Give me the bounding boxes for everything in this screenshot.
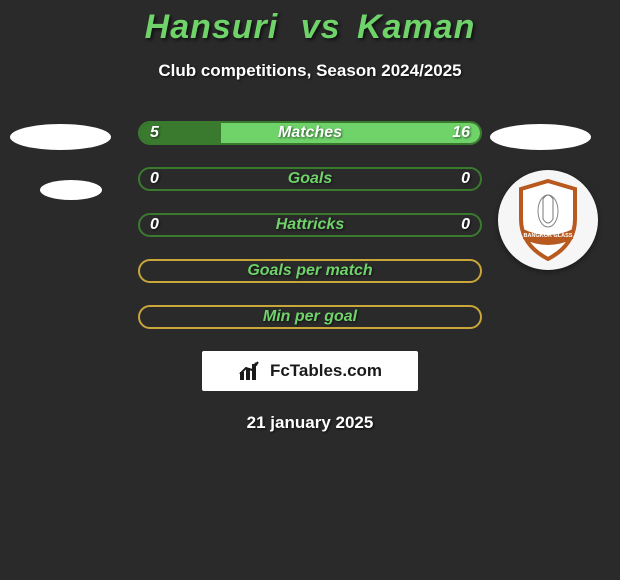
stat-label: Matches <box>140 124 480 142</box>
content-area: Hansuri vs Kaman Club competitions, Seas… <box>0 0 620 580</box>
stat-label: Min per goal <box>140 308 480 326</box>
stat-label: Goals <box>140 170 480 188</box>
player-ellipse <box>40 180 102 200</box>
svg-text:BANGKOK GLASS: BANGKOK GLASS <box>524 233 573 239</box>
stat-row: Goals per match <box>138 259 482 283</box>
stat-row: 00Hattricks <box>138 213 482 237</box>
source-badge: FcTables.com <box>202 351 418 391</box>
stat-row: Min per goal <box>138 305 482 329</box>
player-ellipse <box>10 124 111 150</box>
subtitle: Club competitions, Season 2024/2025 <box>0 61 620 81</box>
stat-row: 00Goals <box>138 167 482 191</box>
page-title: Hansuri vs Kaman <box>0 8 620 47</box>
player-ellipse <box>490 124 591 150</box>
title-player2: Kaman <box>357 8 475 46</box>
stat-row: 516Matches <box>138 121 482 145</box>
club-crest: BANGKOK GLASS <box>498 170 598 270</box>
badge-text: FcTables.com <box>270 361 382 381</box>
title-player1: Hansuri <box>145 8 279 46</box>
stat-label: Hattricks <box>140 216 480 234</box>
date-text: 21 january 2025 <box>0 413 620 433</box>
title-vs: vs <box>301 8 341 46</box>
stat-label: Goals per match <box>140 262 480 280</box>
chart-icon <box>238 360 266 382</box>
shield-icon: BANGKOK GLASS <box>513 179 583 261</box>
